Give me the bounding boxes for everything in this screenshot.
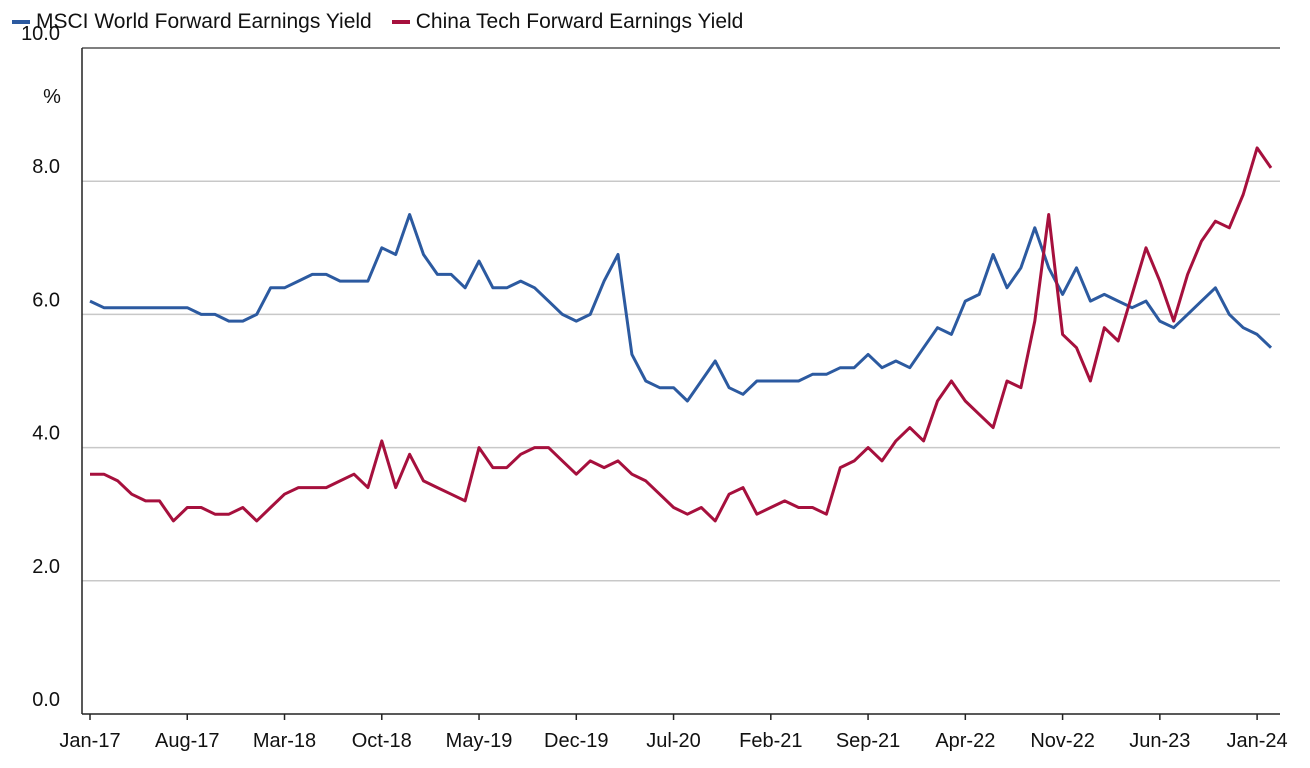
legend-swatch-china-tech: [391, 20, 410, 24]
legend-label-china-tech: China Tech Forward Earnings Yield: [415, 10, 744, 33]
y-tick-label: 2.0: [32, 556, 60, 578]
legend-item-china-tech: China Tech Forward Earnings Yield: [391, 10, 744, 34]
legend-swatch-msci: [12, 20, 30, 24]
x-tick-label: Aug-17: [155, 730, 220, 752]
y-tick-label: 0.0: [32, 689, 60, 711]
x-tick-label: Feb-21: [739, 730, 802, 752]
x-tick-label: Oct-18: [352, 730, 412, 752]
x-tick-label: May-19: [446, 730, 513, 752]
y-tick-label: 6.0: [32, 289, 60, 311]
y-unit-label: %: [43, 86, 61, 108]
y-tick-label: 8.0: [32, 156, 60, 178]
x-tick-label: Sep-21: [836, 730, 901, 752]
x-tick-label: Jul-20: [646, 730, 700, 752]
x-tick-label: Jun-23: [1129, 730, 1190, 752]
x-tick-label: Nov-22: [1030, 730, 1094, 752]
legend: MSCI World Forward Earnings Yield China …: [12, 10, 763, 34]
legend-item-msci: MSCI World Forward Earnings Yield: [12, 10, 372, 34]
x-tick-label: Mar-18: [253, 730, 316, 752]
legend-label-msci: MSCI World Forward Earnings Yield: [36, 10, 372, 33]
x-tick-label: Dec-19: [544, 730, 608, 752]
x-tick-label: Apr-22: [935, 730, 995, 752]
series-line-msci-world: [89, 213, 1273, 403]
y-tick-label: 4.0: [32, 423, 60, 445]
x-tick-label: Jan-17: [59, 730, 120, 752]
y-tick-label: 10.0: [21, 23, 60, 45]
series-line-china-tech: [90, 146, 1273, 523]
x-tick-label: Jan-24: [1227, 730, 1288, 752]
